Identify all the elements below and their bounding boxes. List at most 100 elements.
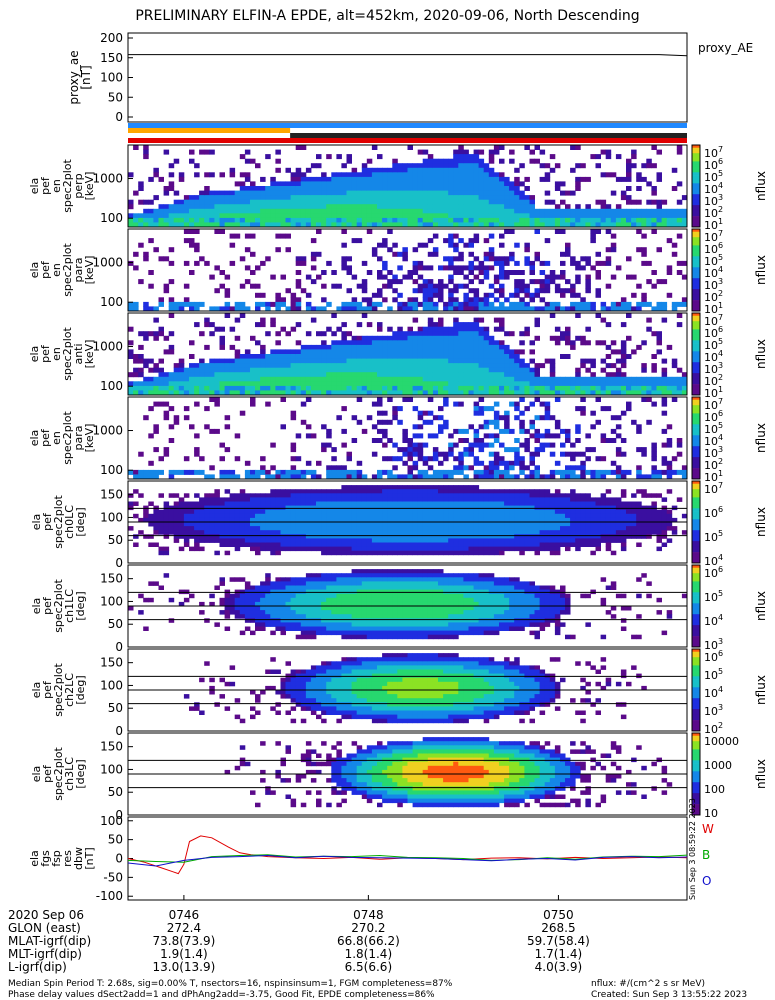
spectrogram-cell [417,469,424,475]
spectrogram-cell [453,456,459,462]
spectrogram-cell [524,513,530,519]
spectrogram-cell [544,526,551,531]
spectrogram-cell [499,367,505,373]
spectrogram-cell [524,306,530,312]
spectrogram-cell [371,354,378,359]
spectrogram-cell [204,509,210,515]
spectrogram-cell [158,517,164,523]
spectrogram-cell [305,530,312,535]
spectrogram-cell [183,530,190,535]
spectrogram-cell [463,451,469,457]
spectrogram-cell [438,526,444,531]
spectrogram-cell [412,372,419,378]
spectrogram-cell [499,158,505,164]
spectrogram-cell [595,270,601,275]
spectrogram-cell [244,176,251,182]
spectrogram-cell [524,474,530,480]
spectrogram-cell [412,335,419,341]
spectrogram-cell [280,530,286,535]
spectrogram-cell [265,376,271,382]
spectrogram-cell [341,260,347,266]
spectrogram-cell [361,372,368,378]
spectrogram-cell [519,204,525,210]
spectrogram-cell [173,204,180,210]
spectrogram-cell [605,260,612,266]
spectrogram-cell [265,367,271,373]
spectrogram-cell [310,542,317,547]
spectrogram-cell [366,344,373,350]
spectrogram-cell [234,497,241,502]
spectrogram-cell [305,526,312,531]
spectrogram-cell [194,538,200,543]
colorbar-cell [692,264,700,268]
spectrogram-cell [554,534,561,539]
spectrogram-cell [504,534,510,539]
spectrogram-cell [255,534,261,539]
spectrogram-cell [432,331,439,337]
spectrogram-cell [244,349,251,355]
spectrogram-cell [529,526,535,531]
spectrogram-cell [493,517,500,523]
spectrogram-cell [331,465,337,471]
spectrogram-cell [341,306,347,312]
spectrogram-cell [361,497,368,502]
spectrogram-cell [387,208,393,214]
spectrogram-cell [565,469,571,475]
spectrogram-cell [417,358,424,364]
spectrogram-cell [646,208,652,214]
spectrogram-cell [194,367,200,373]
spectrogram-cell [412,349,419,355]
spectrogram-cell [590,372,596,378]
spectrogram-cell [260,546,266,552]
spectrogram-cell [483,465,490,471]
colorbar-cell [692,370,700,374]
spectrogram-cell [392,186,398,191]
spectrogram-cell [458,265,464,271]
spectrogram-cell [544,238,551,244]
spectrogram-cell [128,526,134,531]
spectrogram-cell [570,390,576,396]
spectrogram-cell [265,358,271,364]
spectrogram-cell [326,390,332,396]
spectrogram-cell [229,222,236,228]
spectrogram-cell [336,363,342,369]
spectrogram-cell [473,208,480,214]
colorbar-tick-label: 107 [704,313,723,328]
spectrogram-cell [478,297,485,303]
spectrogram-cell [356,538,363,543]
spectrogram-cell [468,509,474,515]
spectrogram-cell [326,522,332,527]
spectrogram-cell [438,167,444,173]
spectrogram-cell [189,301,195,307]
spectrogram-cell [133,390,139,396]
spectrogram-cell [417,489,424,494]
spectrogram-cell [661,367,668,373]
spectrogram-cell [412,340,419,346]
spectrogram-cell [397,501,403,506]
spectrogram-cell [260,530,266,535]
spectrogram-cell [453,172,459,178]
spectrogram-cell [158,376,164,382]
spectrogram-cell [250,493,256,498]
spectrogram-cell [382,433,388,439]
spectrogram-cell [468,522,474,527]
spectrogram-cell [361,181,368,187]
colorbar-cell [692,462,700,466]
spectrogram-cell [143,301,149,307]
spectrogram-cell [178,376,185,382]
spectrogram-cell [321,283,327,289]
spectrogram-cell [651,456,657,462]
spectrogram-cell [661,372,668,378]
spectrogram-cell [290,326,297,332]
spectrogram-cell [148,460,154,466]
spectrogram-cell [595,313,601,318]
spectrogram-cell [224,190,231,196]
spectrogram-cell [585,433,591,439]
spectrogram-cell [610,363,617,369]
spectrogram-ytick-label: 100 [100,379,123,393]
spectrogram-cell [300,186,307,191]
spectrogram-cell [250,509,256,515]
spectrogram-cell [432,190,439,196]
spectrogram-cell [671,208,678,214]
spectrogram-cell [178,208,185,214]
